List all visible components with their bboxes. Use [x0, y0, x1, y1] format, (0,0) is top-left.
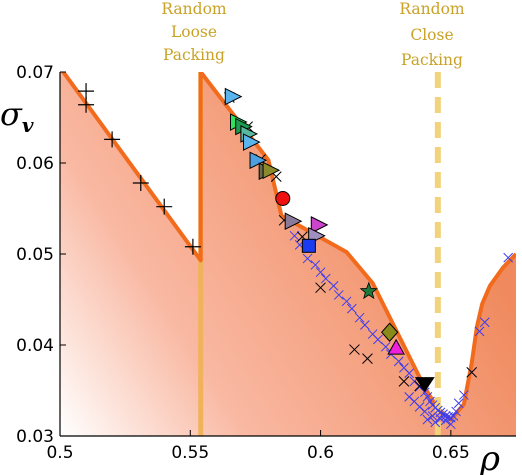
- y-axis-label: σv: [0, 95, 34, 137]
- x-marker-black: [315, 282, 326, 294]
- rcp-annotation-line-3: Packing: [401, 51, 463, 69]
- x-marker-blue: [310, 260, 321, 270]
- marker-triangle-down: [414, 377, 435, 393]
- x-tick-label: 0.6: [307, 443, 334, 463]
- plus-marker: [184, 238, 201, 255]
- x-marker-black: [349, 344, 360, 355]
- x-marker-blue: [341, 296, 352, 307]
- plot-clip-group: [60, 72, 516, 436]
- x-marker-black: [466, 366, 478, 378]
- x-marker-blue: [459, 390, 469, 400]
- rcp-annotation-line-1: Random: [399, 0, 465, 18]
- x-tick-label: 0.5: [46, 443, 73, 463]
- x-marker-blue: [393, 356, 404, 367]
- marker-triangle-right: [224, 87, 243, 106]
- marker-triangle-right: [284, 212, 303, 231]
- rlp-annotation-line-3: Packing: [163, 46, 225, 64]
- rcp-annotation-line-2: Close: [410, 26, 453, 44]
- marker-triangle-right: [262, 161, 281, 180]
- plus-marker: [132, 175, 149, 192]
- x-marker-blue: [328, 280, 339, 291]
- plus-marker: [156, 198, 173, 215]
- x-marker-blue: [422, 392, 433, 402]
- plus-marker: [78, 96, 95, 113]
- x-marker-blue: [474, 326, 485, 337]
- x-marker-blue: [289, 230, 300, 241]
- y-tick-label: 0.07: [16, 63, 54, 83]
- x-marker-blue: [302, 253, 313, 264]
- rlp-annotation-line-2: Loose: [171, 23, 217, 41]
- marker-triangle-right: [249, 151, 268, 170]
- x-marker-blue: [451, 406, 461, 417]
- x-marker-blue: [453, 398, 464, 409]
- shaded-region: [60, 72, 516, 436]
- x-marker-blue: [503, 252, 514, 263]
- x-marker-blue: [440, 411, 451, 421]
- x-marker-blue: [446, 419, 456, 430]
- x-marker-blue: [360, 320, 370, 330]
- plus-marker: [78, 83, 95, 100]
- x-marker-blue: [419, 387, 430, 398]
- y-tick-label: 0.06: [16, 154, 54, 174]
- x-marker-blue: [440, 415, 451, 426]
- y-tick-label: 0.05: [16, 245, 54, 265]
- y-tick-label: 0.03: [16, 427, 54, 447]
- marker-star: [359, 281, 378, 300]
- marker-triangle-up: [387, 338, 405, 355]
- x-axis-label: ρ: [479, 439, 500, 475]
- rlp-annotation-line-1: Random: [161, 0, 227, 18]
- x-marker-blue: [435, 413, 446, 424]
- x-marker-blue: [404, 368, 415, 379]
- x-marker-blue: [320, 273, 331, 284]
- x-marker-black: [398, 376, 410, 387]
- x-marker-blue: [422, 414, 433, 425]
- x-tick-label: 0.55: [171, 443, 209, 463]
- x-marker-blue: [380, 341, 391, 352]
- marker-square: [301, 238, 316, 253]
- x-tick-label: 0.65: [432, 443, 470, 463]
- x-marker-black: [362, 353, 373, 365]
- x-marker-blue: [373, 334, 383, 345]
- x-marker-blue: [333, 290, 344, 300]
- y-axis-label-subscript: v: [22, 113, 34, 137]
- plus-marker: [104, 131, 121, 148]
- x-marker-blue: [354, 312, 365, 323]
- marker-triangle-right: [243, 133, 261, 151]
- x-marker-blue: [448, 411, 459, 421]
- y-axis-label-symbol: σ: [0, 95, 23, 133]
- x-marker-blue: [427, 411, 438, 421]
- y-tick-label: 0.04: [16, 336, 54, 356]
- x-marker-blue: [479, 317, 490, 328]
- plot-area: 0.03 0.04 0.05 0.06 0.07 0.5 0.55 0.6 0.65: [16, 63, 516, 463]
- x-marker-blue: [404, 392, 415, 402]
- x-marker-blue: [315, 267, 326, 278]
- marker-triangle-right: [310, 216, 329, 234]
- marker-circle: [275, 190, 291, 206]
- x-marker-blue: [430, 417, 441, 428]
- x-marker-blue: [346, 303, 357, 314]
- x-marker-blue: [438, 409, 448, 420]
- marker-diamond: [380, 322, 399, 343]
